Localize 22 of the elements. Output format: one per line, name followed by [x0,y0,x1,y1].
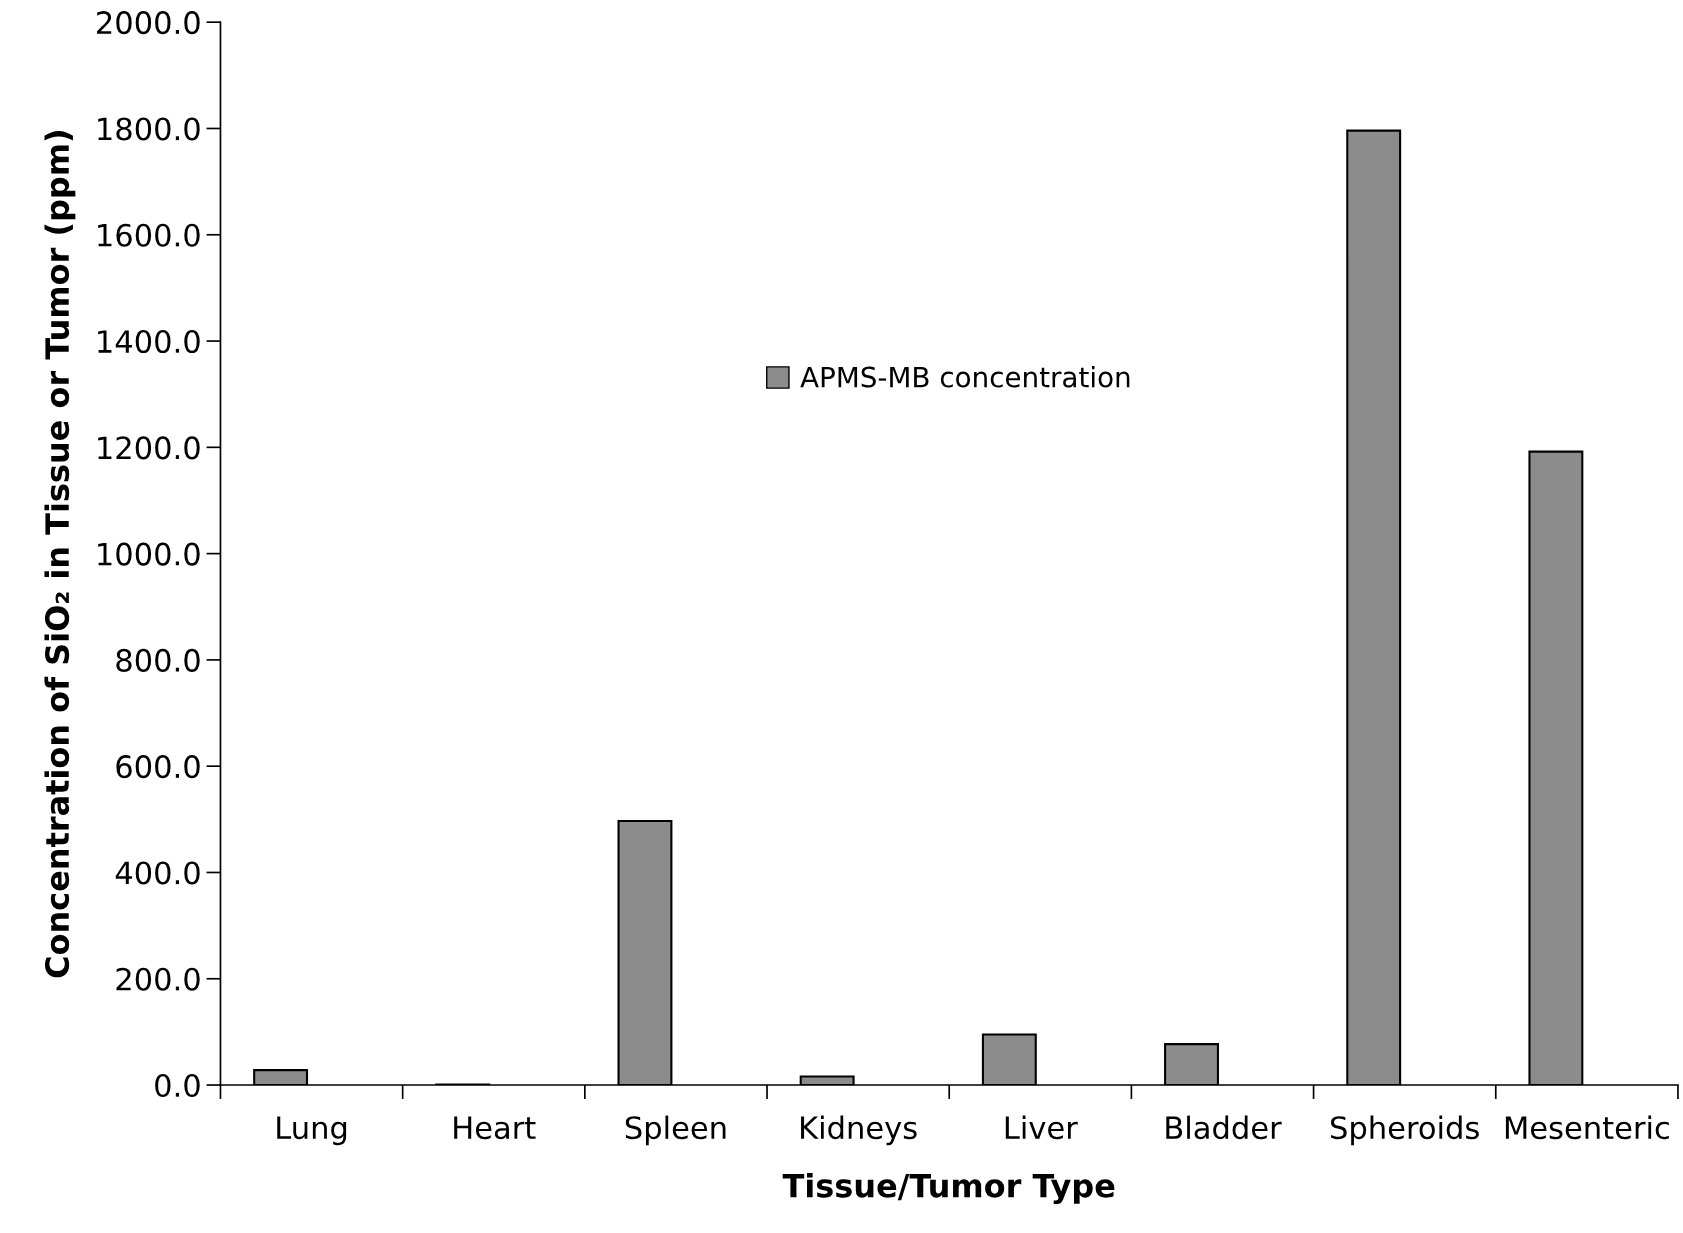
y-tick-label: 200.0 [116,967,200,991]
x-tick-label: Bladder [1166,1115,1282,1140]
x-tick-label: Mesenteric [1505,1115,1669,1140]
x-tick-label: Spleen [625,1115,726,1146]
x-tick-label: Kidneys [801,1115,917,1146]
y-tick-label: 600.0 [116,755,200,779]
x-tick-label: Lung [277,1116,347,1146]
y-tick-label: 1200.0 [98,436,200,460]
y-tick-label: 1800.0 [98,117,200,141]
y-tick-label: 800.0 [116,648,200,672]
y-tick-label: 1000.0 [98,542,200,566]
x-tick-label: Liver [1005,1115,1078,1140]
x-axis-title: Tissue/Tumor Type [782,1172,1115,1205]
y-tick-label: 0.0 [155,1073,200,1098]
x-tick-label: Spheroids [1331,1115,1479,1146]
y-tick-label: 1400.0 [98,329,200,354]
legend-label: APMS-MB concentration [800,366,1130,388]
y-tick-label: 2000.0 [97,11,200,35]
y-axis-title: Concentration of SiO₂ in Tissue or Tumor (ppm) [44,131,76,978]
y-tick-label: 400.0 [115,861,200,885]
x-tick-label: Heart [454,1116,536,1140]
y-tick-label: 1600.0 [98,223,200,247]
